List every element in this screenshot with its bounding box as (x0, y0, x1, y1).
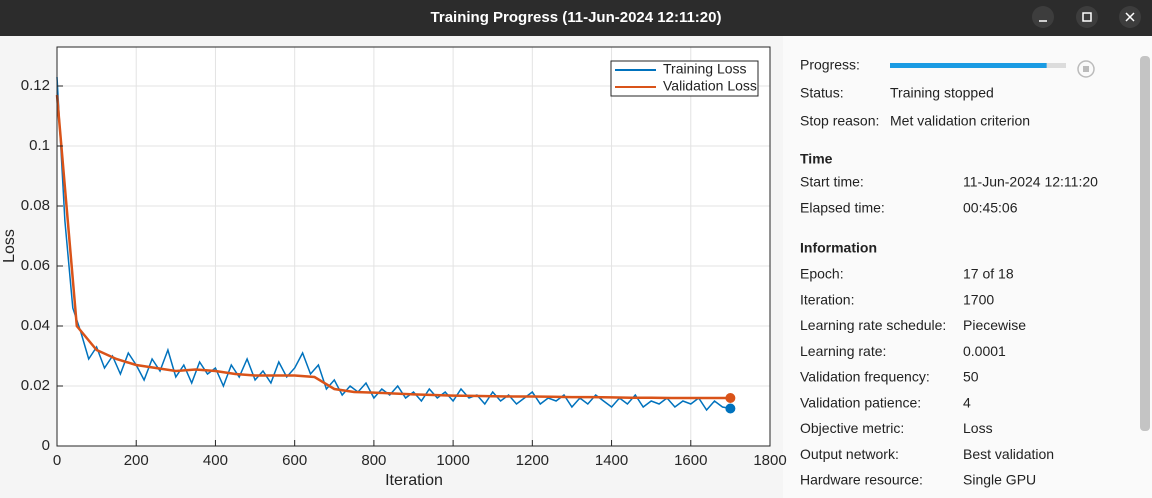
loss-line (55, 94, 731, 400)
info-label: Iteration: (800, 291, 854, 307)
stop-icon-square (1083, 66, 1089, 72)
info-value: 0.0001 (963, 343, 1006, 359)
minimize-button[interactable] (1032, 6, 1054, 28)
final-point (725, 403, 736, 414)
x-tick-label: 1000 (436, 452, 469, 469)
title-bar (0, 0, 1152, 36)
x-axis-label: Iteration (385, 472, 443, 489)
info-label: Objective metric: (800, 420, 904, 436)
x-tick-label: 200 (124, 452, 149, 469)
loss-line (56, 76, 731, 412)
info-label: Validation frequency: (800, 369, 930, 385)
scrollbar[interactable] (1140, 56, 1150, 431)
info-value: 00:45:06 (963, 200, 1018, 216)
close-button[interactable] (1119, 6, 1141, 28)
info-value: Training stopped (890, 85, 994, 101)
info-value: Single GPU (963, 472, 1036, 488)
info-panel-background (783, 36, 1152, 498)
axes-box (56, 46, 771, 447)
y-tick-label: 0.1 (29, 137, 50, 154)
info-label: Validation patience: (800, 394, 921, 410)
info-label: Epoch: (800, 266, 844, 282)
info-panel: Progress: Status: Training stopped Stop rea… (800, 57, 1098, 488)
info-value: 50 (963, 369, 979, 385)
y-axis-label: Loss (1, 229, 18, 263)
maximize-button[interactable] (1076, 6, 1098, 28)
progress-fill (890, 63, 1047, 68)
info-label: Learning rate schedule: (800, 317, 946, 333)
info-value: Met validation criterion (890, 113, 1030, 129)
window-title: Training Progress (11-Jun-2024 12:11:20) (431, 9, 722, 26)
section-heading: Time (800, 151, 833, 167)
x-tick-label: 0 (53, 452, 61, 469)
info-label: Elapsed time: (800, 200, 885, 216)
info-label: Hardware resource: (800, 472, 923, 488)
x-tick-label: 1200 (516, 452, 549, 469)
info-value: 4 (963, 394, 971, 410)
x-tick-label: 800 (361, 452, 386, 469)
y-tick-label: 0.02 (21, 377, 50, 394)
info-label: Status: (800, 85, 844, 101)
info-value: Piecewise (963, 317, 1026, 333)
info-value: Best validation (963, 446, 1054, 462)
info-label: Stop reason: (800, 113, 879, 129)
section-heading: Information (800, 240, 877, 256)
y-tick-label: 0 (42, 437, 50, 454)
legend (610, 60, 759, 97)
legend-label: Validation Loss (663, 78, 757, 94)
info-label: Output network: (800, 446, 899, 462)
final-point (725, 393, 736, 403)
plot-area (57, 47, 770, 446)
info-value: 1700 (963, 291, 994, 307)
lines (55, 76, 736, 414)
x-tick-label: 600 (282, 452, 307, 469)
info-value: 11-Jun-2024 12:11:20 (963, 174, 1098, 190)
y-tick-label: 0.04 (21, 317, 50, 334)
y-tick-label: 0.06 (21, 257, 50, 274)
x-tick-label: 1800 (753, 452, 786, 469)
x-tick-label: 1400 (595, 452, 628, 469)
stop-icon (1077, 60, 1095, 78)
stop-button[interactable] (1077, 60, 1095, 78)
progress-label: Progress: (800, 57, 860, 73)
info-label: Learning rate: (800, 343, 886, 359)
x-tick-label: 1600 (674, 452, 707, 469)
info-label: Start time: (800, 174, 864, 190)
info-value: Loss (963, 420, 993, 436)
x-tick-label: 400 (203, 452, 228, 469)
info-value: 17 of 18 (963, 266, 1014, 282)
y-tick-label: 0.12 (21, 77, 50, 94)
legend-label: Training Loss (663, 61, 747, 77)
y-tick-label: 0.08 (21, 197, 50, 214)
